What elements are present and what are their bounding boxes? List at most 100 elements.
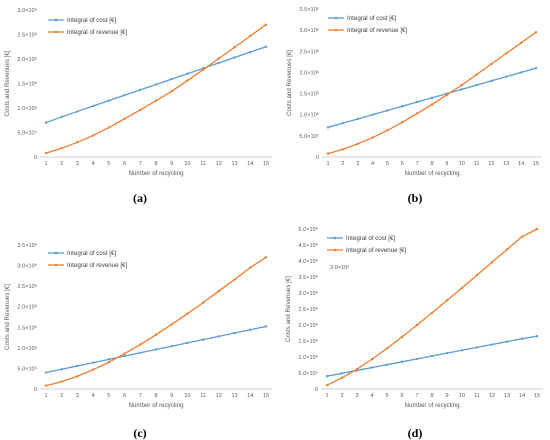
data-point-cost [44, 371, 48, 374]
y-tick-label: 4.5×10⁶ [298, 242, 318, 249]
y-axis-title: Costs and Revenues [€] [4, 50, 11, 116]
x-tick-label: 6 [400, 393, 403, 399]
data-point-revenue [326, 152, 330, 155]
x-tick-label: 13 [231, 161, 237, 167]
data-point-revenue [60, 146, 63, 150]
x-tick-label: 8 [154, 161, 157, 167]
data-point-revenue [76, 141, 79, 144]
data-point-revenue [385, 347, 389, 350]
x-tick-label: 7 [139, 161, 142, 167]
x-tick-label: 11 [200, 161, 206, 167]
data-point-cost [505, 340, 509, 343]
x-tick-label: 8 [154, 393, 157, 399]
data-point-cost [400, 360, 404, 363]
data-point-revenue [430, 311, 434, 315]
legend-label: Integral of revenue [€] [346, 247, 406, 254]
y-tick-label: 2.0×10⁶ [298, 322, 318, 329]
data-point-cost [91, 361, 95, 364]
data-point-cost [217, 61, 221, 65]
panel-label: (b) [408, 191, 423, 205]
legend-marker [333, 248, 337, 252]
data-point-cost [370, 366, 374, 369]
data-point-revenue [264, 256, 268, 259]
x-tick-label: 1 [326, 161, 329, 167]
data-point-revenue [356, 142, 359, 146]
data-point-revenue [170, 323, 173, 326]
data-point-revenue [170, 90, 173, 93]
data-point-revenue [520, 235, 524, 238]
x-tick-label: 14 [519, 393, 525, 399]
data-point-cost [123, 94, 126, 97]
data-point-cost [60, 368, 63, 371]
y-tick-label: 1.0×10⁶ [17, 105, 37, 112]
data-point-cost [490, 343, 494, 346]
y-tick-label: 3.5×10⁶ [299, 6, 319, 13]
data-point-revenue [249, 266, 252, 269]
data-point-revenue [107, 361, 111, 364]
x-tick-label: 12 [488, 161, 494, 167]
y-tick-label: 1.0×10⁶ [298, 354, 318, 361]
legend-marker [54, 263, 58, 267]
y-tick-label: 1.5×10⁶ [298, 338, 318, 345]
x-tick-label: 12 [489, 393, 495, 399]
x-tick-label: 7 [139, 393, 142, 399]
data-point-revenue [505, 248, 509, 251]
data-point-cost [519, 71, 523, 74]
y-tick-label: 3.0×10⁶ [298, 290, 318, 297]
y-tick-label: 1.5×10⁶ [17, 81, 37, 88]
chart-panel-2: 0 5.0×10⁵ 1.0×10⁶ 1.5×10⁶ 2.0×10⁶ 2.5×10⁶ 3.0×… [286, 6, 542, 205]
data-point-revenue [386, 129, 389, 132]
x-tick-label: 11 [200, 393, 206, 399]
data-point-cost [44, 121, 48, 124]
x-tick-label: 11 [474, 393, 480, 399]
x-tick-label: 5 [107, 393, 110, 399]
data-point-revenue [325, 383, 329, 387]
x-tick-label: 9 [445, 393, 448, 399]
data-point-cost [170, 345, 173, 348]
data-point-revenue [139, 108, 142, 112]
data-point-revenue [341, 148, 345, 151]
legend-marker [334, 28, 338, 32]
x-tick-label: 8 [430, 393, 433, 399]
data-point-revenue [91, 368, 95, 371]
x-tick-label: 15 [263, 393, 269, 399]
y-axis-title: Costs and Revenues [€] [4, 284, 11, 350]
data-point-cost [371, 113, 374, 116]
x-tick-label: 2 [340, 393, 343, 399]
y-tick-label: 2.5×10⁶ [17, 32, 37, 39]
data-point-cost [505, 75, 508, 78]
x-tick-label: 15 [263, 161, 269, 167]
y-axis-title: Costs and Revenues [€] [285, 276, 292, 342]
x-tick-label: 9 [445, 161, 448, 167]
x-tick-label: 11 [474, 161, 480, 167]
data-point-revenue [534, 31, 538, 34]
y-tick-label: 2.5×10⁶ [298, 306, 318, 313]
data-point-revenue [186, 312, 189, 315]
data-point-revenue [107, 126, 111, 129]
data-point-revenue [123, 117, 126, 120]
y-tick-label: 3.0×10⁶ [17, 7, 37, 14]
data-point-revenue [519, 41, 523, 45]
y-tick-label: 0 [34, 387, 37, 393]
data-point-cost [186, 341, 189, 345]
data-point-cost [201, 338, 205, 341]
legend-label: Integral of revenue [€] [347, 27, 407, 34]
x-tick-label: 7 [415, 393, 418, 399]
y-tick-label: 1.0×10⁶ [299, 112, 319, 119]
x-tick-label: 3 [356, 161, 359, 167]
data-point-cost [123, 354, 126, 358]
series-line-revenue [327, 31, 537, 155]
data-point-revenue [249, 34, 252, 38]
data-point-cost [233, 331, 236, 335]
data-point-revenue [154, 333, 158, 336]
x-tick-label: 10 [459, 393, 465, 399]
data-point-cost [186, 72, 189, 75]
y-tick-label: 0 [316, 155, 319, 161]
data-point-revenue [430, 103, 434, 106]
x-tick-label: 13 [504, 393, 510, 399]
x-tick-label: 12 [216, 161, 222, 167]
data-point-cost [154, 83, 158, 86]
data-point-revenue [355, 367, 359, 371]
data-point-cost [445, 351, 449, 355]
legend-marker [54, 251, 58, 255]
